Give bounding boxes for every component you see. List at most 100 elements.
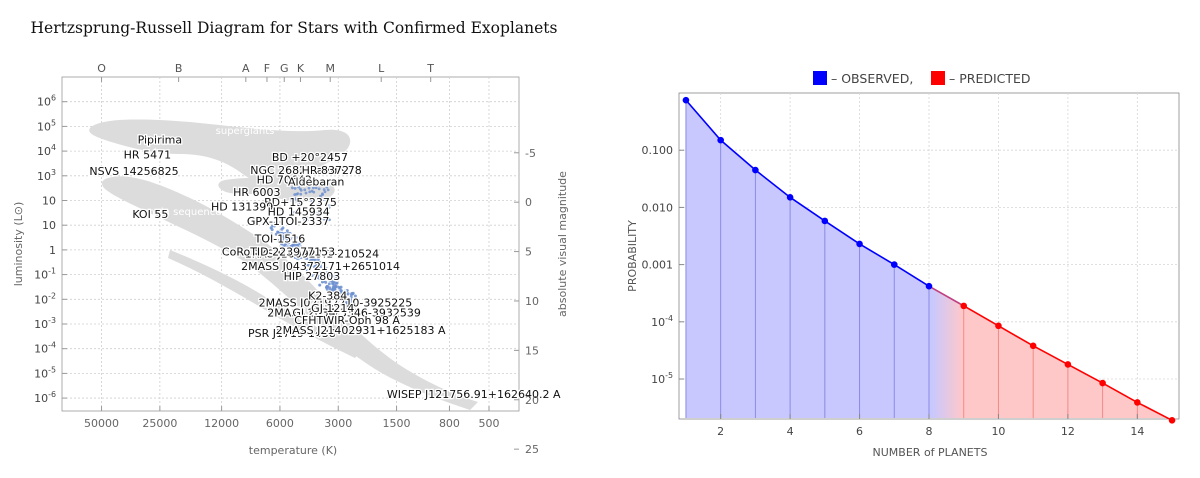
spectral-class-label: A (242, 62, 250, 75)
host-star-point (287, 239, 291, 243)
predicted-point (1029, 342, 1037, 350)
hr-y-tick-label: 10-3 (34, 316, 56, 331)
spectral-class-label: L (378, 62, 385, 75)
star-annotation: HD 70642 (257, 174, 312, 187)
host-star-point (293, 193, 297, 196)
star-annotation: HD 145934 (268, 205, 330, 218)
host-star-point (290, 207, 294, 210)
legend-observed-swatch (813, 71, 827, 85)
host-star-point (291, 234, 295, 238)
pp-y-tick-label: 10-5 (651, 371, 673, 386)
pp-y-tick-label: 10-4 (651, 314, 673, 329)
hr-x-tick-label: 800 (439, 417, 460, 430)
host-star-point (318, 277, 322, 281)
host-star-point (353, 303, 357, 307)
spectral-class-label: O (97, 62, 106, 75)
host-star-point (294, 245, 298, 249)
star-annotation: BD +20°2457 (272, 151, 348, 164)
host-star-point (327, 273, 331, 277)
host-star-point (328, 218, 331, 222)
host-star-point (283, 236, 287, 240)
star-annotation: HR 6003 (233, 186, 280, 199)
host-star-point (323, 190, 327, 194)
host-star-point (298, 201, 302, 205)
host-star-point (318, 211, 322, 215)
star-annotation: GPX-1 (247, 215, 280, 228)
host-star-point (325, 185, 329, 189)
host-star-point (346, 301, 350, 305)
host-star-point (272, 224, 276, 228)
star-annotation: K2-384 (308, 289, 347, 302)
spectral-class-label: M (325, 62, 335, 75)
host-star-point (294, 250, 298, 254)
host-star-point (336, 292, 340, 296)
host-star-point (349, 293, 353, 297)
observed-point (717, 136, 724, 144)
host-star-point (298, 241, 302, 245)
host-star-point (297, 185, 300, 189)
star-annotation: 2MASS J12073346-3932539 (267, 307, 421, 320)
white-dwarf-band (168, 250, 360, 358)
host-star-point (335, 281, 339, 285)
host-star-point (332, 296, 336, 300)
pp-x-tick-label: 2 (717, 425, 724, 438)
star-annotation: TOI-2337 (278, 215, 330, 228)
star-annotation: CoRoTID 223977153 (222, 245, 335, 258)
hr-diagram-panel: Hertzsprung-Russell Diagram for Stars wi… (0, 0, 590, 474)
predicted-point (1099, 379, 1106, 387)
hr-y-tick-label: 10 (42, 219, 56, 232)
host-star-point (316, 260, 320, 264)
host-star-point (270, 224, 274, 228)
planet-probability-chart: – OBSERVED, – PREDICTED 2 4 6 8 10 12 14 0.100 0.… (626, 71, 1180, 459)
host-star-point (295, 243, 299, 247)
predicted-point (995, 322, 1002, 330)
hr-y-tick-label: 10-6 (34, 390, 56, 405)
host-star-point (296, 192, 300, 196)
host-star-point (314, 260, 318, 264)
host-star-point (350, 301, 354, 305)
host-star-point (291, 242, 295, 246)
hr-star-regions (89, 119, 479, 410)
star-annotation: 1RXS J160929.1-210524 (245, 247, 379, 260)
host-star-point (273, 215, 277, 219)
hr-x-tick-label: 50000 (84, 417, 119, 430)
host-star-point (299, 245, 303, 249)
hr-x-tick-label: 25000 (142, 417, 177, 430)
host-star-point (319, 196, 323, 200)
host-star-point (280, 231, 284, 235)
host-star-point (307, 186, 311, 190)
host-star-point (270, 235, 274, 239)
hr-y-tick-label: 10-5 (34, 365, 56, 380)
hr-y-tick-label: 104 (37, 143, 56, 158)
host-star-point (321, 276, 325, 280)
host-star-point (346, 292, 350, 296)
star-annotation: GJ 1214 (311, 302, 354, 315)
star-annotation: KOI 55 (132, 208, 168, 221)
hr-y-tick-label: 1 (49, 244, 56, 257)
hr-x-tick-label: 3000 (324, 417, 352, 430)
region-label-main-sequence: main sequence (145, 207, 221, 218)
transition-area (929, 286, 964, 418)
host-star-point (310, 273, 314, 277)
host-star-point (356, 312, 360, 316)
host-star-point (294, 235, 298, 239)
hr-y2-axis-title: absolute visual magnitude (556, 171, 569, 317)
predicted-point (1168, 416, 1176, 424)
host-star-point (310, 199, 314, 203)
host-star-point (345, 306, 349, 310)
host-star-point (307, 210, 311, 214)
star-annotation: NGC 2682 Sand 978 (250, 164, 362, 177)
host-star-point (306, 218, 309, 222)
pp-axes: 2 4 6 8 10 12 14 0.100 0.010 0.001 10-4 10-5 (642, 144, 1145, 438)
host-star-point (327, 290, 331, 294)
host-star-point (331, 287, 335, 291)
pp-series-points (682, 96, 1176, 424)
hr-y2-tick-label: 25 (525, 443, 539, 456)
star-annotation: TOI-1516 (254, 232, 306, 245)
spectral-class-label: T (426, 62, 434, 75)
host-star-point (314, 263, 318, 267)
hr-y-tick-label: 10-1 (34, 267, 56, 282)
host-star-point (327, 282, 331, 286)
host-star-point (324, 280, 328, 284)
pp-drop-lines (685, 100, 1173, 421)
